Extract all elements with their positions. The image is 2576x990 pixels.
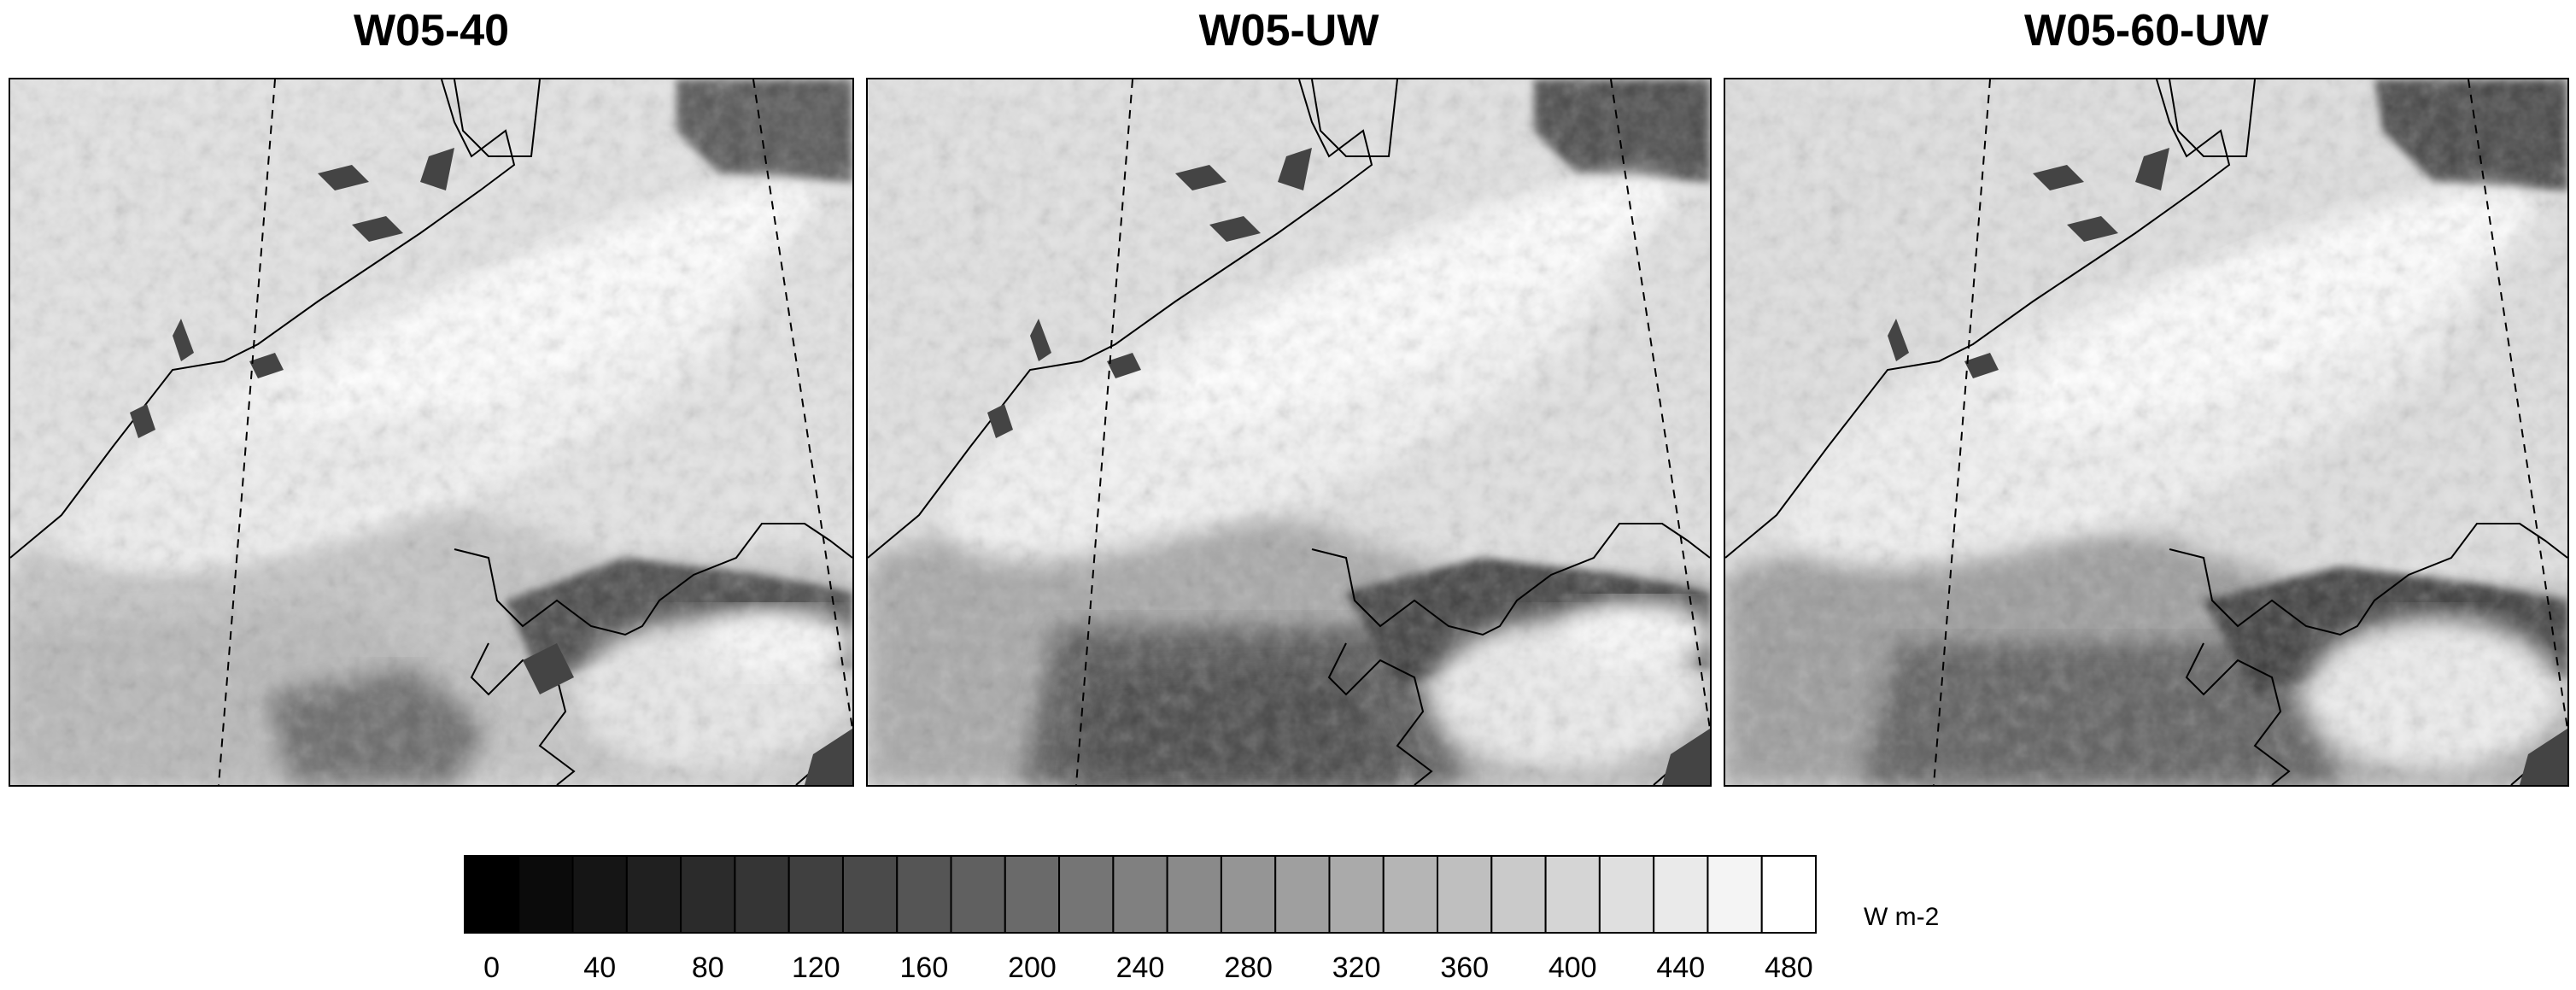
coastlines [10,79,852,785]
colorbar-box [1653,855,1709,934]
map-panel-1: W05-40 [9,0,854,787]
graticule-lines [1075,79,1710,785]
colorbar-tick-label: 40 [583,952,616,984]
graticule-lines [218,79,852,785]
colorbar-tick-label: 280 [1224,952,1273,984]
colorbar-tick-label: 360 [1440,952,1489,984]
colorbar-tick-label: 480 [1765,952,1813,984]
colorbar-tick-label: 320 [1332,952,1381,984]
land-dark-patches [987,148,1710,785]
colorbar-box [680,855,736,934]
map-plot [866,78,1712,787]
land-dark-patches [1888,148,2567,785]
colorbar-boxes [464,855,1817,934]
colorbar-tick-label: 400 [1549,952,1597,984]
coastlines [1725,79,2567,785]
colorbar-tick-label: 440 [1656,952,1705,984]
colorbar-tick-label: 240 [1116,952,1165,984]
colorbar-tick-label: 80 [692,952,724,984]
colorbar-box [1382,855,1439,934]
colorbar-box [841,855,899,934]
map-panel-2: W05-UW [866,0,1712,787]
colorbar-box [1437,855,1493,934]
colorbar-box [734,855,790,934]
colorbar-box [1058,855,1115,934]
colorbar-box [571,855,628,934]
colorbar-box [1220,855,1277,934]
colorbar-box [1274,855,1331,934]
colorbar-tick-label: 0 [483,952,500,984]
colorbar-box [1760,855,1817,934]
panel-title: W05-40 [353,6,510,56]
colorbar-box [1544,855,1601,934]
colorbar-box [625,855,682,934]
graticule-lines [1933,79,2567,785]
colorbar-box [950,855,1006,934]
radiation-field [1725,79,2567,785]
colorbar-box [1490,855,1547,934]
colorbar-units: W m-2 [1864,903,1940,931]
colorbar-box [464,855,520,934]
colorbar-tick-label: 200 [1008,952,1057,984]
coastlines [868,79,1710,785]
colorbar-tick-label: 120 [792,952,840,984]
colorbar-box [1004,855,1061,934]
map-plot [9,78,854,787]
radiation-field [868,79,1710,785]
colorbar-box [787,855,844,934]
colorbar-box [518,855,574,934]
panel-title: W05-UW [1198,6,1379,56]
map-panel-3: W05-60-UW [1724,0,2569,787]
panel-title: W05-60-UW [2023,6,2269,56]
land-dark-patches [130,148,852,785]
map-plot [1724,78,2569,787]
radiation-field [10,79,852,785]
colorbar-box [1598,855,1655,934]
colorbar-tick-labels: 0 40 80 120 160 200 240 280 320 360 400 440 480 [483,952,1813,984]
colorbar-box [1328,855,1385,934]
colorbar-tick-label: 160 [900,952,949,984]
colorbar-box [1707,855,1763,934]
colorbar-box [1112,855,1168,934]
colorbar-box [1166,855,1222,934]
colorbar-box [896,855,952,934]
